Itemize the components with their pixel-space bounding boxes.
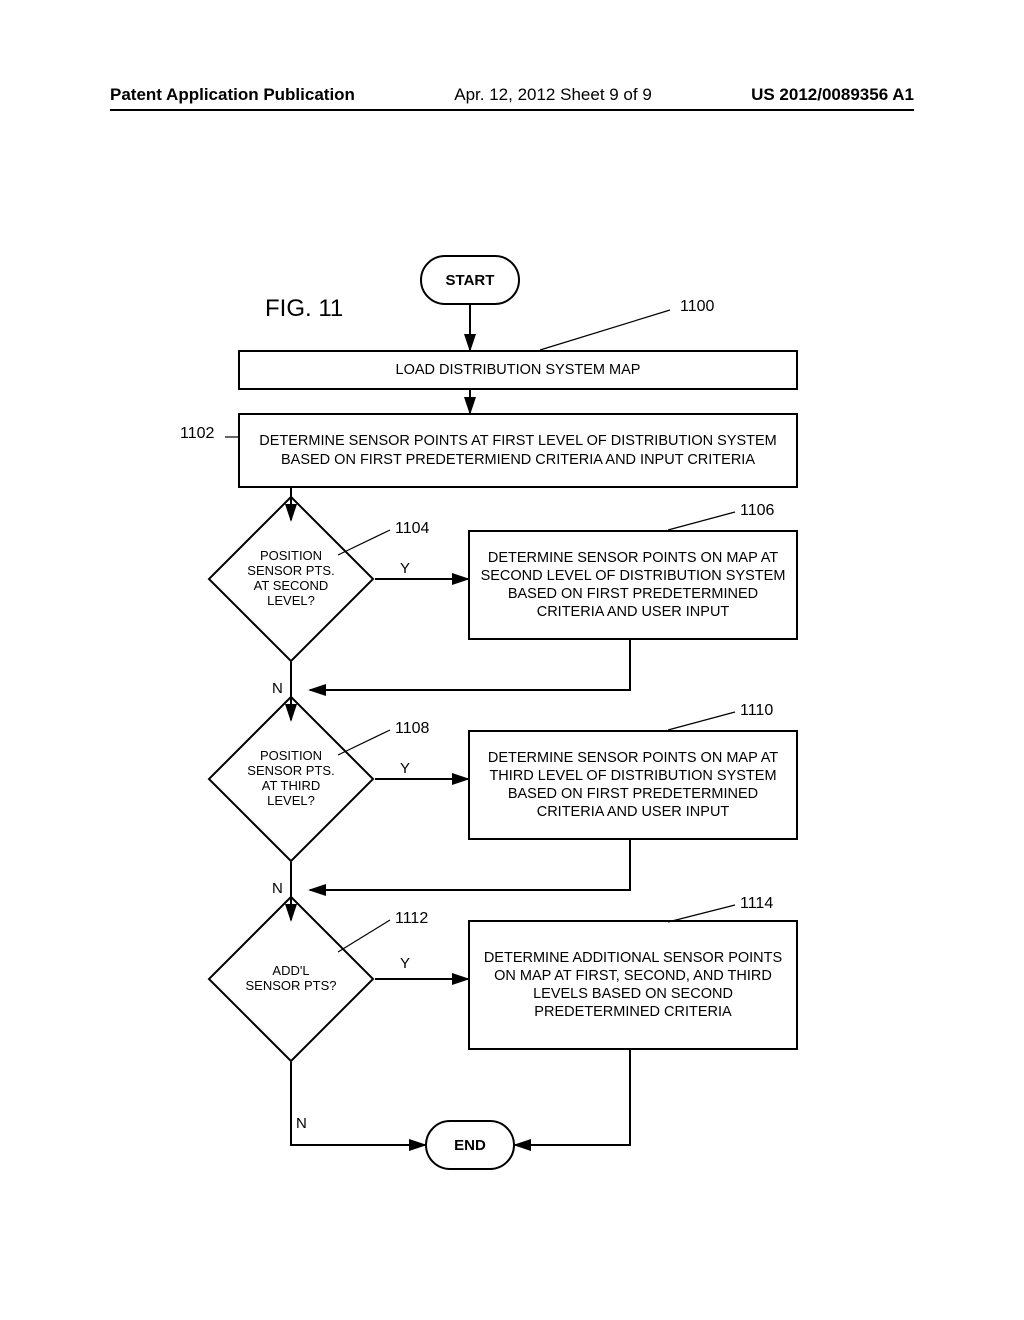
arrow-dec3-n-to-end xyxy=(291,1062,425,1145)
leader-1104 xyxy=(338,530,390,555)
leader-1106 xyxy=(668,512,735,530)
page: Patent Application Publication Apr. 12, … xyxy=(0,0,1024,1320)
leader-1112 xyxy=(338,920,390,952)
arrow-proc3-to-end xyxy=(515,1050,630,1145)
leader-1110 xyxy=(668,712,735,730)
leader-1114 xyxy=(668,905,735,922)
arrow-proc2-to-join2 xyxy=(310,840,630,890)
arrows-svg xyxy=(0,0,1024,1320)
leader-1100 xyxy=(540,310,670,350)
leader-1108 xyxy=(338,730,390,755)
arrow-proc1-to-join1 xyxy=(310,640,630,690)
